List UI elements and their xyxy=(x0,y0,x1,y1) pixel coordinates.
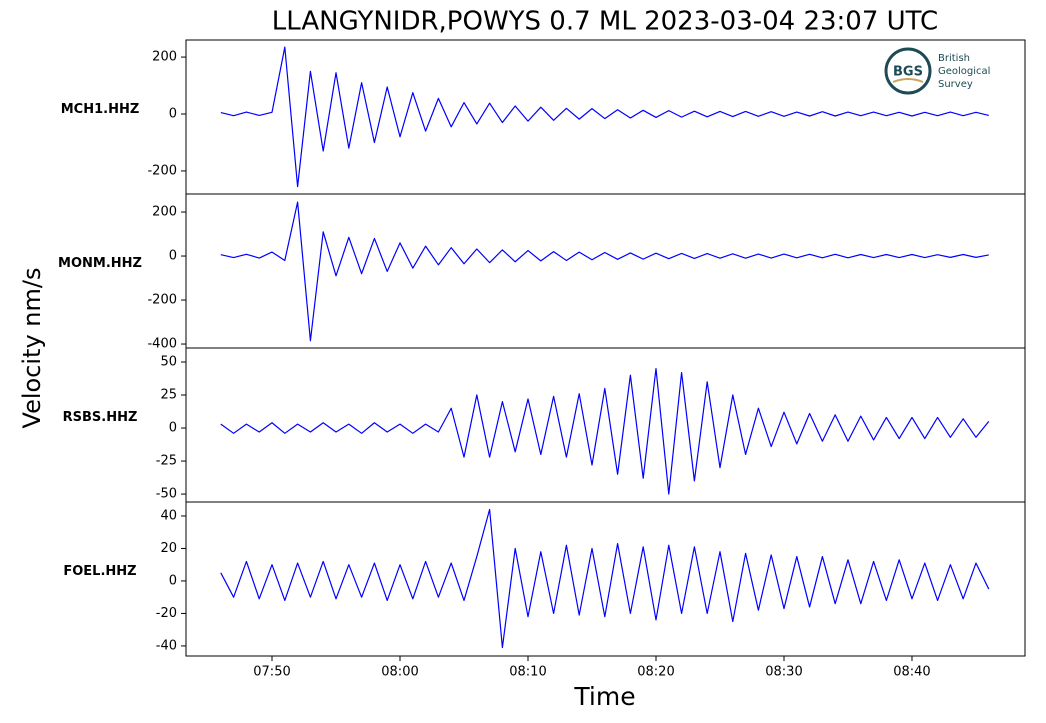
logo-text: British xyxy=(938,53,970,64)
y-tick-label: 0 xyxy=(169,249,177,264)
panel-frame xyxy=(185,501,1026,657)
y-tick-label: 0 xyxy=(169,421,177,436)
logo-ring xyxy=(884,47,932,95)
trace-label: MCH1.HHZ xyxy=(61,102,140,117)
y-tick-label: 25 xyxy=(160,388,177,403)
x-tick-label: 08:20 xyxy=(637,665,674,680)
trace-label: RSBS.HHZ xyxy=(63,410,138,425)
y-tick-label: -40 xyxy=(156,638,177,653)
x-tick-label: 08:40 xyxy=(893,665,930,680)
y-tick-label: 200 xyxy=(152,205,177,220)
logo-initials: BGS xyxy=(893,65,923,80)
y-tick-label: -50 xyxy=(156,487,177,502)
waveform xyxy=(220,46,989,188)
y-tick-label: 20 xyxy=(160,541,177,556)
logo-text: Geological xyxy=(938,66,990,77)
trace-label: MONM.HHZ xyxy=(58,256,142,271)
x-tick-label: 08:00 xyxy=(381,665,418,680)
logo-text: Survey xyxy=(938,79,973,90)
trace-label: FOEL.HHZ xyxy=(63,564,136,579)
x-tick-label: 08:30 xyxy=(765,665,802,680)
x-axis-title: Time xyxy=(573,682,635,711)
panel-frame xyxy=(185,347,1026,503)
y-axis-title: Velocity nm/s xyxy=(18,268,46,429)
waveform xyxy=(220,508,990,649)
y-tick-label: 0 xyxy=(169,107,177,122)
y-tick-label: -200 xyxy=(147,163,177,178)
waveform xyxy=(220,201,989,342)
chart-title: LLANGYNIDR,POWYS 0.7 ML 2023-03-04 23:07… xyxy=(272,7,938,37)
waveform xyxy=(220,368,990,495)
y-tick-label: -20 xyxy=(156,606,177,621)
y-tick-label: 200 xyxy=(152,50,177,65)
x-tick-label: 07:50 xyxy=(253,665,290,680)
y-tick-label: -25 xyxy=(156,454,177,469)
y-tick-label: -200 xyxy=(147,293,177,308)
x-tick-label: 08:10 xyxy=(509,665,546,680)
logo-wave xyxy=(892,78,924,83)
y-tick-label: 40 xyxy=(160,508,177,523)
y-tick-label: 50 xyxy=(160,355,177,370)
y-tick-label: -400 xyxy=(147,337,177,352)
logo: BGS British Geological Survey xyxy=(884,47,990,95)
y-tick-label: 0 xyxy=(169,573,177,588)
